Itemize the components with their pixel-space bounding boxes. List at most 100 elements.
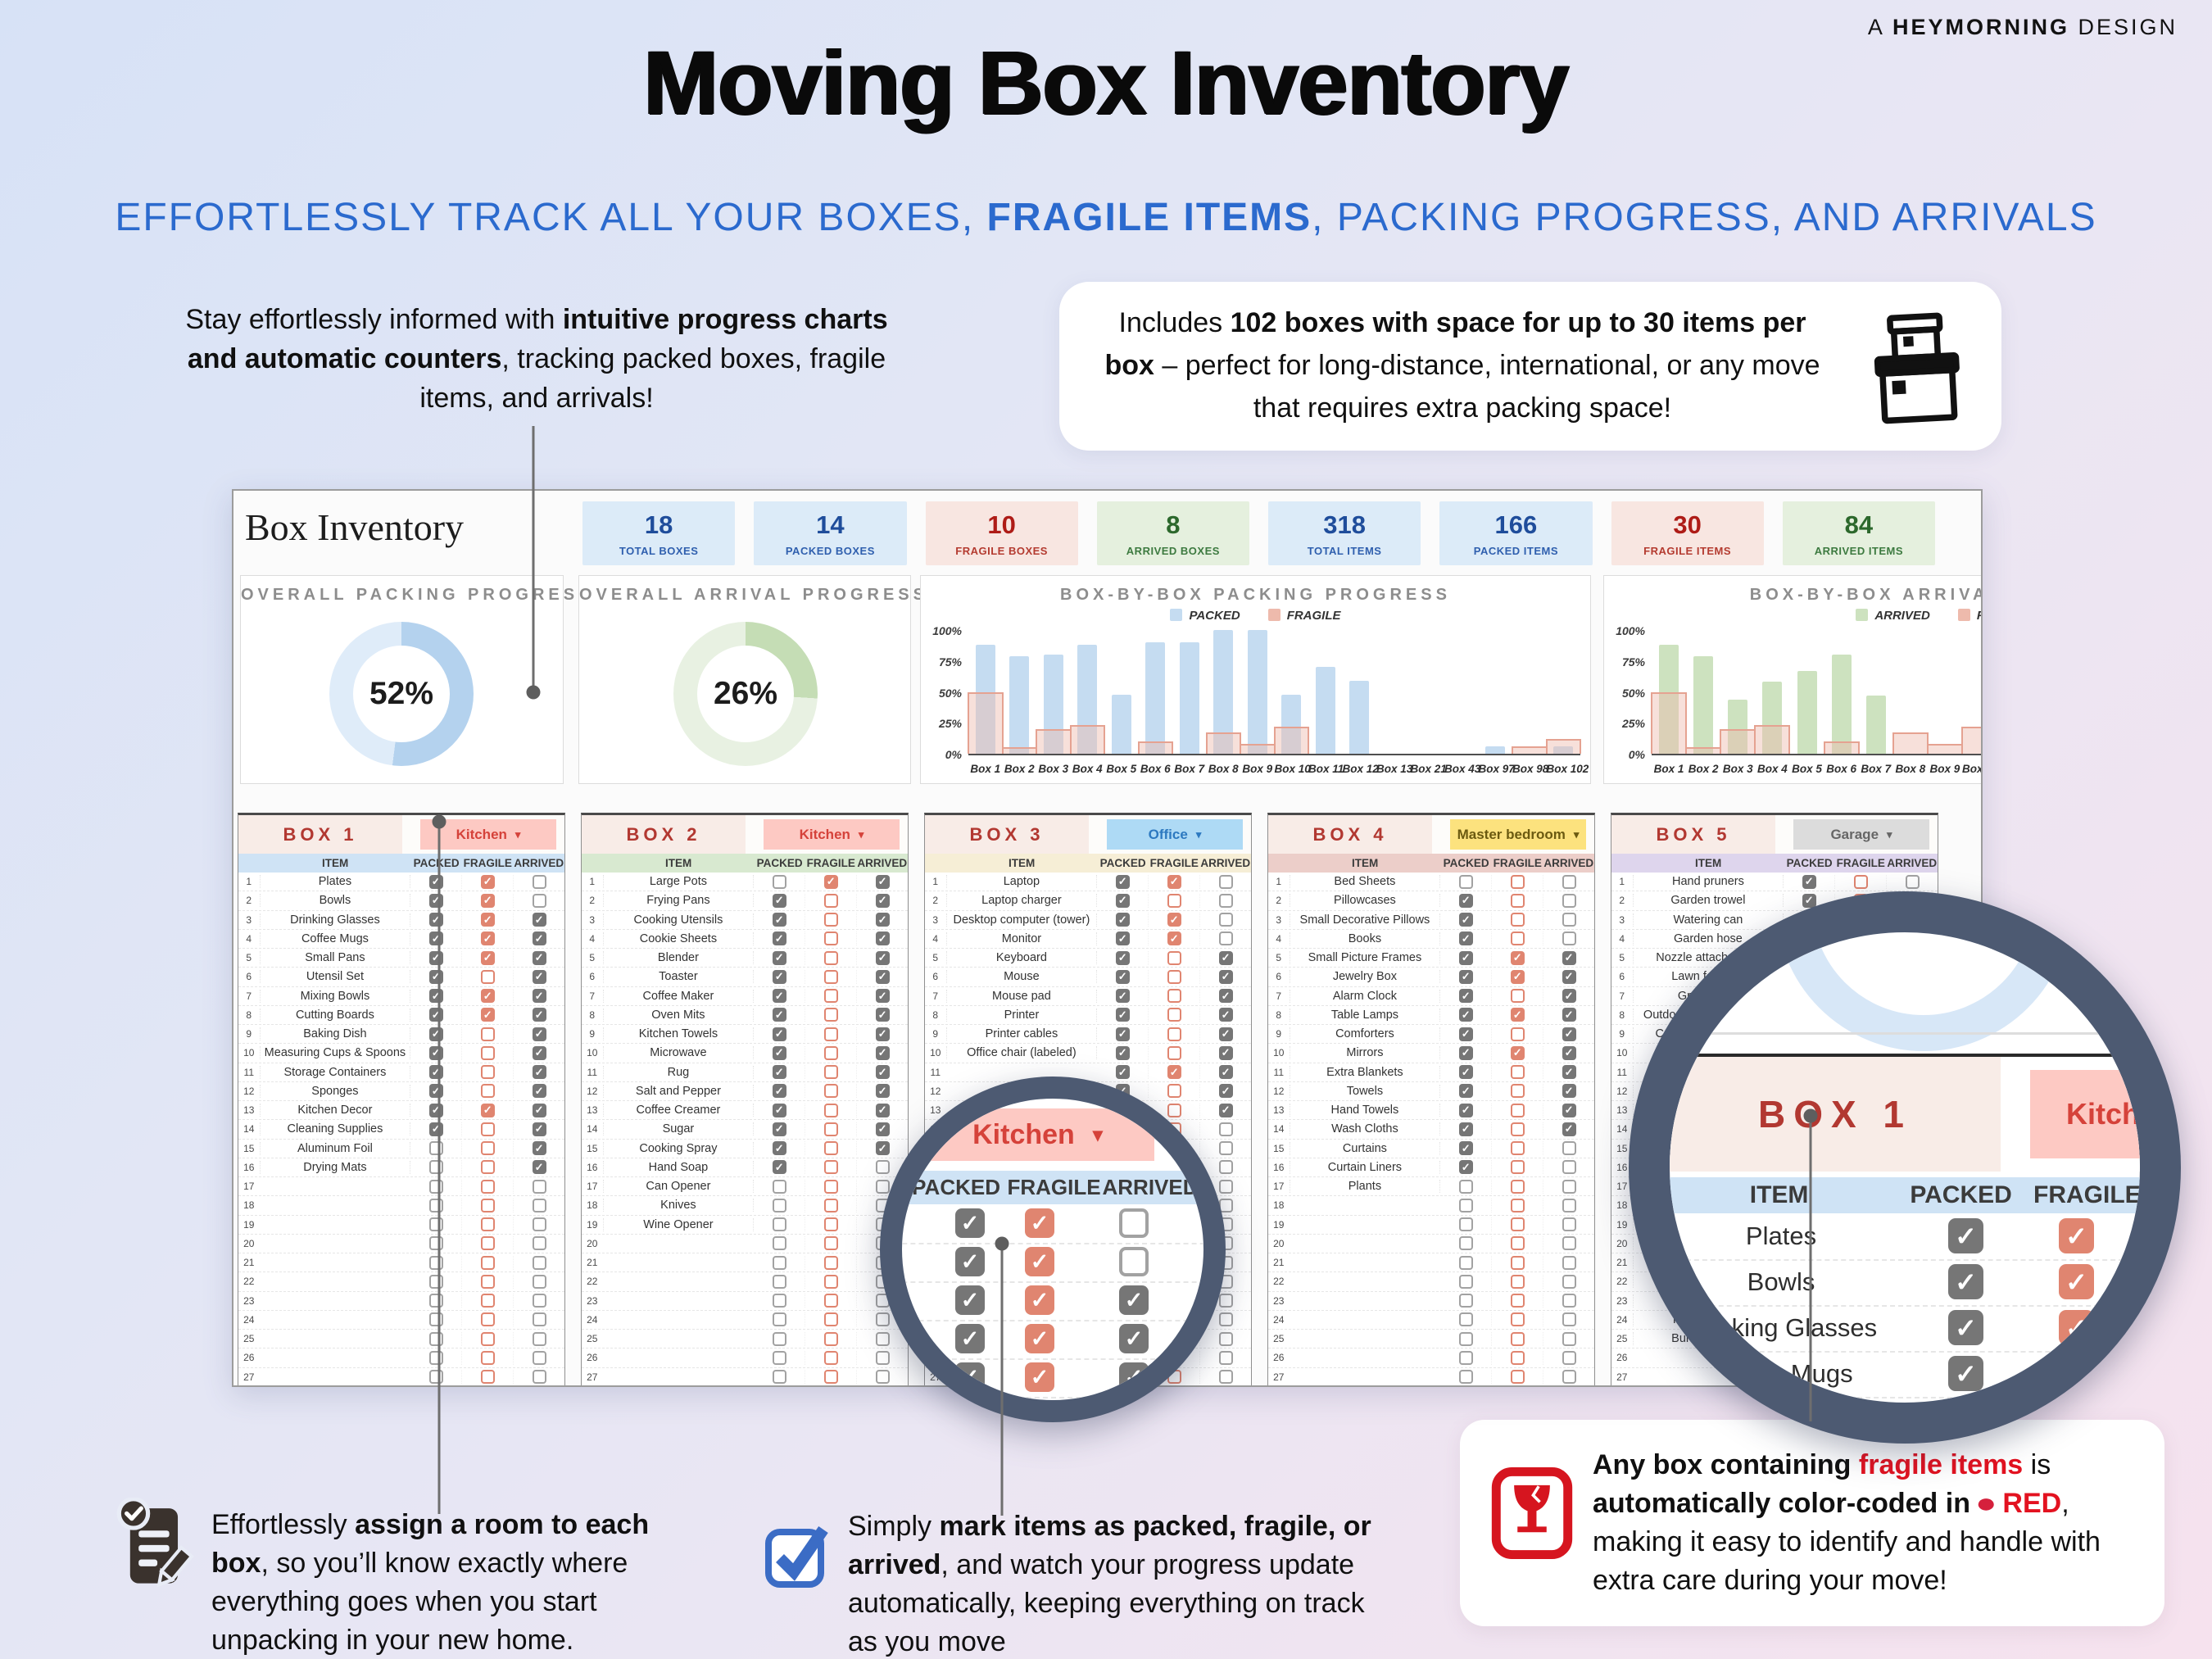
checkbox-fragile[interactable]: [1167, 1084, 1181, 1099]
checkbox-fragile[interactable]: [823, 1198, 838, 1213]
checkbox-fragile[interactable]: [823, 1331, 838, 1346]
checkbox-packed[interactable]: [1458, 1217, 1473, 1232]
checkbox-arrived[interactable]: [1218, 1160, 1233, 1175]
checkbox-fragile[interactable]: [1510, 1065, 1525, 1080]
checkbox-fragile[interactable]: [480, 1274, 495, 1289]
checkbox-arrived[interactable]: [532, 1084, 546, 1099]
item-name[interactable]: Curtain Liners: [1289, 1160, 1441, 1174]
checkbox-packed[interactable]: [1458, 950, 1473, 965]
checkbox-fragile[interactable]: [480, 1122, 495, 1136]
checkbox-packed[interactable]: [428, 1122, 443, 1136]
checkbox-fragile[interactable]: [480, 1008, 495, 1022]
checkbox-arrived[interactable]: [1218, 913, 1233, 927]
item-name[interactable]: Table Lamps: [1289, 1008, 1441, 1022]
checkbox-fragile[interactable]: [480, 1294, 495, 1308]
item-name[interactable]: Mirrors: [1289, 1046, 1441, 1060]
checkbox-arrived[interactable]: [1218, 1294, 1233, 1308]
checkbox-packed[interactable]: [772, 931, 786, 946]
checkbox-fragile[interactable]: [823, 1312, 838, 1327]
checkbox-fragile[interactable]: [480, 1331, 495, 1346]
checkbox-arrived[interactable]: [875, 1122, 890, 1136]
checkbox-arrived[interactable]: [1562, 1331, 1576, 1346]
checkbox-fragile[interactable]: [1167, 1103, 1181, 1117]
checkbox-arrived[interactable]: [1562, 969, 1576, 984]
room-dropdown[interactable]: Garage ▾: [1793, 819, 1929, 850]
checkbox-fragile[interactable]: [480, 989, 495, 1004]
checkbox-fragile[interactable]: [823, 874, 838, 889]
checkbox-arrived[interactable]: [875, 1084, 890, 1099]
checkbox-packed[interactable]: [428, 931, 443, 946]
checkbox-arrived[interactable]: [532, 1179, 546, 1194]
checkbox-fragile[interactable]: [480, 1084, 495, 1099]
item-name[interactable]: Plants: [1289, 1180, 1441, 1194]
item-name[interactable]: Coffee Mugs: [259, 931, 411, 945]
checkbox-packed[interactable]: [1458, 1103, 1473, 1117]
item-name[interactable]: Laptop charger: [945, 894, 1098, 908]
checkbox-packed[interactable]: [428, 893, 443, 908]
checkbox-arrived[interactable]: [875, 1331, 890, 1346]
checkbox-arrived[interactable]: [1218, 931, 1233, 946]
checkbox-arrived[interactable]: [1218, 1331, 1233, 1346]
item-name[interactable]: Printer: [945, 1008, 1098, 1022]
checkbox-packed[interactable]: [1458, 1122, 1473, 1136]
checkbox-fragile[interactable]: [1510, 1103, 1525, 1117]
checkbox-packed[interactable]: [1115, 989, 1130, 1004]
checkbox-arrived[interactable]: [1562, 989, 1576, 1004]
checkbox-packed[interactable]: [1802, 874, 1816, 889]
checkbox-fragile[interactable]: [480, 893, 495, 908]
checkbox-arrived[interactable]: [875, 1141, 890, 1156]
checkbox-fragile[interactable]: [480, 1103, 495, 1117]
item-name[interactable]: Cooking Utensils: [602, 913, 755, 927]
checkbox-packed[interactable]: [428, 950, 443, 965]
checkbox-arrived[interactable]: [1562, 1236, 1576, 1251]
checkbox-arrived[interactable]: [1562, 874, 1576, 889]
checkbox-packed[interactable]: [1115, 1065, 1130, 1080]
checkbox-packed[interactable]: [1458, 1294, 1473, 1308]
checkbox-arrived[interactable]: [1562, 1045, 1576, 1060]
checkbox-fragile[interactable]: [1510, 1236, 1525, 1251]
checkbox-arrived[interactable]: [1218, 989, 1233, 1004]
item-name[interactable]: Cleaning Supplies: [259, 1122, 411, 1136]
checkbox-arrived[interactable]: [532, 1103, 546, 1117]
item-name[interactable]: Coffee Creamer: [602, 1104, 755, 1117]
checkbox-fragile[interactable]: [823, 1027, 838, 1041]
checkbox-arrived[interactable]: [1218, 969, 1233, 984]
checkbox-packed[interactable]: [428, 1198, 443, 1213]
checkbox-packed[interactable]: [772, 1198, 786, 1213]
item-name[interactable]: Coffee Maker: [602, 989, 755, 1003]
item-name[interactable]: Mixing Bowls: [259, 989, 411, 1003]
item-name[interactable]: Cookie Sheets: [602, 931, 755, 945]
checkbox-packed[interactable]: [772, 1312, 786, 1327]
checkbox-fragile[interactable]: [1853, 874, 1868, 889]
checkbox-arrived[interactable]: [1562, 931, 1576, 946]
item-name[interactable]: Blender: [602, 951, 755, 965]
checkbox-packed[interactable]: [1458, 1312, 1473, 1327]
checkbox-packed[interactable]: [428, 1274, 443, 1289]
checkbox-arrived[interactable]: [875, 1027, 890, 1041]
checkbox-fragile[interactable]: [823, 969, 838, 984]
checkbox-packed[interactable]: [772, 969, 786, 984]
room-dropdown[interactable]: Office ▾: [1107, 819, 1243, 850]
checkbox-fragile[interactable]: [823, 1103, 838, 1117]
item-name[interactable]: Small Pans: [259, 951, 411, 965]
checkbox-arrived[interactable]: [532, 1236, 546, 1251]
checkbox-fragile[interactable]: [823, 1065, 838, 1080]
checkbox-arrived[interactable]: [532, 1008, 546, 1022]
checkbox-fragile[interactable]: [1510, 1255, 1525, 1270]
checkbox-arrived[interactable]: [1562, 1370, 1576, 1385]
checkbox-fragile[interactable]: [1167, 931, 1181, 946]
checkbox-fragile[interactable]: [823, 1274, 838, 1289]
item-name[interactable]: Rug: [602, 1065, 755, 1079]
checkbox-packed[interactable]: [1458, 1236, 1473, 1251]
item-name[interactable]: Cooking Spray: [602, 1141, 755, 1155]
checkbox-packed[interactable]: [428, 1084, 443, 1099]
checkbox-packed[interactable]: [428, 989, 443, 1004]
checkbox-arrived[interactable]: [875, 1065, 890, 1080]
checkbox-fragile[interactable]: [823, 1217, 838, 1232]
item-name[interactable]: Wash Cloths: [1289, 1122, 1441, 1136]
checkbox-packed[interactable]: [1115, 874, 1130, 889]
checkbox-packed[interactable]: [428, 1027, 443, 1041]
checkbox-arrived[interactable]: [1562, 1065, 1576, 1080]
checkbox-fragile[interactable]: [823, 1008, 838, 1022]
item-name[interactable]: Drying Mats: [259, 1160, 411, 1174]
